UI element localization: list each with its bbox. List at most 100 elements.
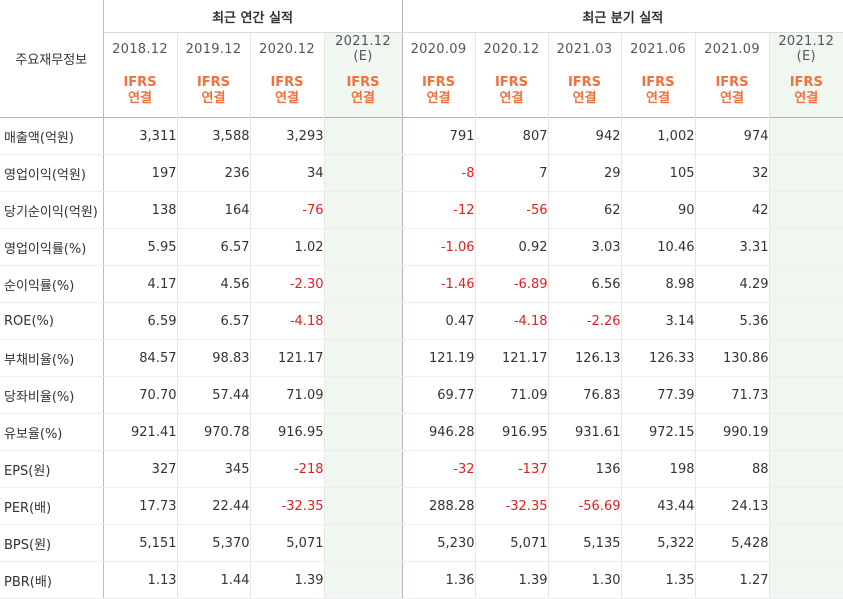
row-label: 유보율(%) xyxy=(0,414,103,451)
quarter-value-cell: -6.89 xyxy=(475,266,548,303)
quarter-value-cell: 7 xyxy=(475,155,548,192)
quarter-value-cell: 105 xyxy=(621,155,695,192)
annual-value-cell xyxy=(324,118,402,155)
period-header: 2018.12 xyxy=(103,33,177,66)
quarter-value-cell: 916.95 xyxy=(475,414,548,451)
annual-value-cell xyxy=(324,562,402,599)
period-header: 2021.06 xyxy=(621,33,695,66)
quarter-value-cell: 126.13 xyxy=(548,340,621,377)
consolidated-label: 연결 xyxy=(622,91,695,107)
quarter-value-cell: 974 xyxy=(695,118,769,155)
quarter-value-cell: 6.56 xyxy=(548,266,621,303)
consolidated-label: 연결 xyxy=(549,91,621,107)
quarter-value-cell: 5,322 xyxy=(621,525,695,562)
period-header: 2021.09 xyxy=(695,33,769,66)
consolidated-label: 연결 xyxy=(696,91,769,107)
quarter-value-cell: -1.46 xyxy=(402,266,475,303)
quarter-value-cell: 3.14 xyxy=(621,303,695,340)
ifrs-label: IFRS xyxy=(770,75,843,91)
quarter-value-cell: -4.18 xyxy=(475,303,548,340)
period-header: 2021.03 xyxy=(548,33,621,66)
annual-value-cell: 34 xyxy=(250,155,324,192)
annual-value-cell: 5,071 xyxy=(250,525,324,562)
period-header: 2019.12 xyxy=(177,33,250,66)
quarter-value-cell: 88 xyxy=(695,451,769,488)
quarter-value-cell: 43.44 xyxy=(621,488,695,525)
quarter-value-cell: 5,230 xyxy=(402,525,475,562)
quarter-value-cell xyxy=(769,118,843,155)
annual-value-cell xyxy=(324,229,402,266)
annual-value-cell: 84.57 xyxy=(103,340,177,377)
period-date: 2021.12 xyxy=(325,34,402,49)
quarter-value-cell: 126.33 xyxy=(621,340,695,377)
quarter-value-cell: 24.13 xyxy=(695,488,769,525)
annual-value-cell: 327 xyxy=(103,451,177,488)
quarter-value-cell: -137 xyxy=(475,451,548,488)
annual-value-cell xyxy=(324,488,402,525)
ifrs-label: IFRS xyxy=(178,75,250,91)
row-label: 영업이익(억원) xyxy=(0,155,103,192)
consolidated-label: 연결 xyxy=(403,91,475,107)
quarter-value-cell: -1.06 xyxy=(402,229,475,266)
quarter-value-cell: 1,002 xyxy=(621,118,695,155)
quarter-group-header: 최근 분기 실적 xyxy=(402,0,843,33)
quarter-value-cell: 130.86 xyxy=(695,340,769,377)
row-label: ROE(%) xyxy=(0,303,103,340)
quarter-value-cell xyxy=(769,525,843,562)
quarter-value-cell: 62 xyxy=(548,192,621,229)
annual-value-cell xyxy=(324,192,402,229)
annual-value-cell: 98.83 xyxy=(177,340,250,377)
annual-value-cell: 4.17 xyxy=(103,266,177,303)
annual-value-cell xyxy=(324,266,402,303)
quarter-value-cell: 71.09 xyxy=(475,377,548,414)
quarter-value-cell: 1.35 xyxy=(621,562,695,599)
quarter-value-cell: 990.19 xyxy=(695,414,769,451)
period-date: 2021.12 xyxy=(770,34,843,49)
row-label: 당기순이익(억원) xyxy=(0,192,103,229)
quarter-value-cell: 198 xyxy=(621,451,695,488)
row-label: 영업이익률(%) xyxy=(0,229,103,266)
ifrs-label: IFRS xyxy=(622,75,695,91)
period-header: 2020.12 xyxy=(250,33,324,66)
quarter-value-cell xyxy=(769,377,843,414)
consolidated-label: 연결 xyxy=(476,91,548,107)
annual-value-cell: -76 xyxy=(250,192,324,229)
quarter-value-cell: 5,135 xyxy=(548,525,621,562)
annual-value-cell: 1.13 xyxy=(103,562,177,599)
quarter-value-cell xyxy=(769,488,843,525)
annual-value-cell: 3,588 xyxy=(177,118,250,155)
quarter-value-cell: 1.27 xyxy=(695,562,769,599)
row-label: PBR(배) xyxy=(0,562,103,599)
annual-value-cell: 3,311 xyxy=(103,118,177,155)
quarter-value-cell: 121.19 xyxy=(402,340,475,377)
quarter-value-cell xyxy=(769,266,843,303)
annual-value-cell: 6.59 xyxy=(103,303,177,340)
annual-value-cell xyxy=(324,303,402,340)
annual-value-cell: -32.35 xyxy=(250,488,324,525)
row-label: PER(배) xyxy=(0,488,103,525)
annual-value-cell: 121.17 xyxy=(250,340,324,377)
quarter-value-cell: 5,428 xyxy=(695,525,769,562)
row-label: 매출액(억원) xyxy=(0,118,103,155)
ifrs-label: IFRS xyxy=(696,75,769,91)
annual-value-cell: 5.95 xyxy=(103,229,177,266)
annual-value-cell: 22.44 xyxy=(177,488,250,525)
period-header: 2020.09 xyxy=(402,33,475,66)
annual-value-cell: -218 xyxy=(250,451,324,488)
annual-value-cell: 57.44 xyxy=(177,377,250,414)
quarter-value-cell: 791 xyxy=(402,118,475,155)
quarter-value-cell xyxy=(769,451,843,488)
annual-value-cell xyxy=(324,525,402,562)
ifrs-label: IFRS xyxy=(549,75,621,91)
